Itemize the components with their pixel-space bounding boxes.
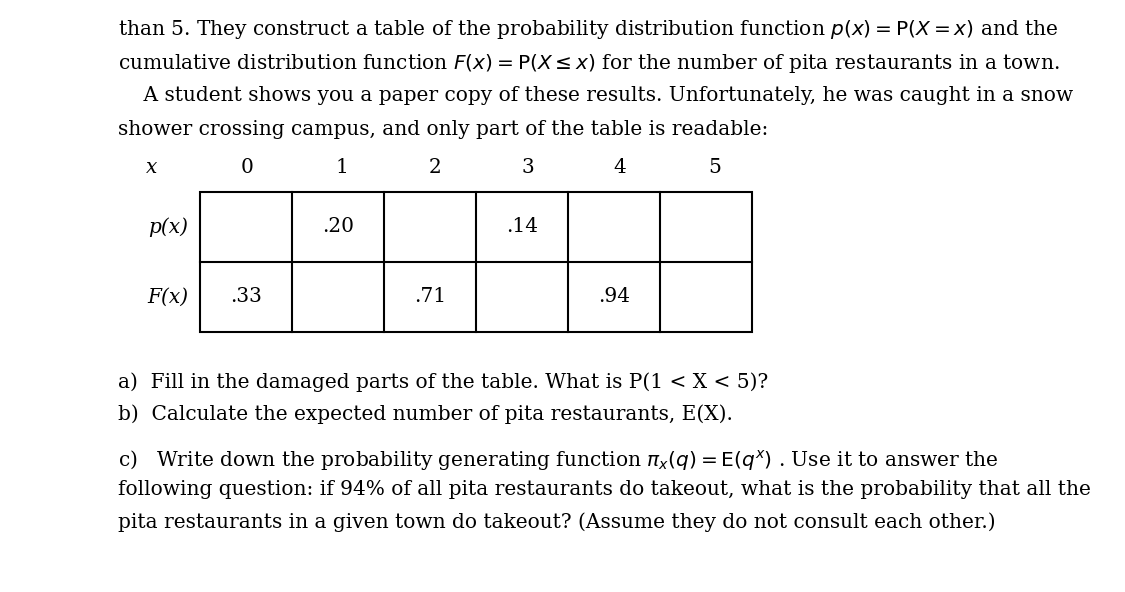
Text: .94: .94 bbox=[598, 288, 630, 307]
Text: c)   Write down the probability generating function $\pi_x(q) = \mathrm{E}(q^x)$: c) Write down the probability generating… bbox=[118, 448, 999, 472]
Text: .14: .14 bbox=[506, 217, 538, 236]
Text: .71: .71 bbox=[414, 288, 446, 307]
Bar bbox=[200, 192, 752, 332]
Text: than 5. They construct a table of the probability distribution function $p(x) = : than 5. They construct a table of the pr… bbox=[118, 18, 1059, 41]
Text: following question: if 94% of all pita restaurants do takeout, what is the proba: following question: if 94% of all pita r… bbox=[118, 480, 1091, 499]
Text: 1: 1 bbox=[335, 158, 349, 177]
Text: 5: 5 bbox=[709, 158, 721, 177]
Text: x: x bbox=[146, 158, 158, 177]
Text: b)  Calculate the expected number of pita restaurants, E(X).: b) Calculate the expected number of pita… bbox=[118, 404, 732, 424]
Text: pita restaurants in a given town do takeout? (Assume they do not consult each ot: pita restaurants in a given town do take… bbox=[118, 512, 996, 532]
Text: shower crossing campus, and only part of the table is readable:: shower crossing campus, and only part of… bbox=[118, 120, 768, 139]
Text: .20: .20 bbox=[322, 217, 354, 236]
Text: 0: 0 bbox=[241, 158, 253, 177]
Text: a)  Fill in the damaged parts of the table. What is P(1 < X < 5)?: a) Fill in the damaged parts of the tabl… bbox=[118, 372, 768, 392]
Text: 3: 3 bbox=[522, 158, 534, 177]
Text: 2: 2 bbox=[429, 158, 441, 177]
Text: F(x): F(x) bbox=[147, 288, 188, 307]
Text: A student shows you a paper copy of these results. Unfortunately, he was caught : A student shows you a paper copy of thes… bbox=[118, 86, 1073, 105]
Text: p(x): p(x) bbox=[148, 217, 188, 237]
Text: 4: 4 bbox=[613, 158, 627, 177]
Text: .33: .33 bbox=[231, 288, 262, 307]
Text: cumulative distribution function $F(x) = \mathrm{P}(X \leq x)$ for the number of: cumulative distribution function $F(x) =… bbox=[118, 52, 1060, 75]
